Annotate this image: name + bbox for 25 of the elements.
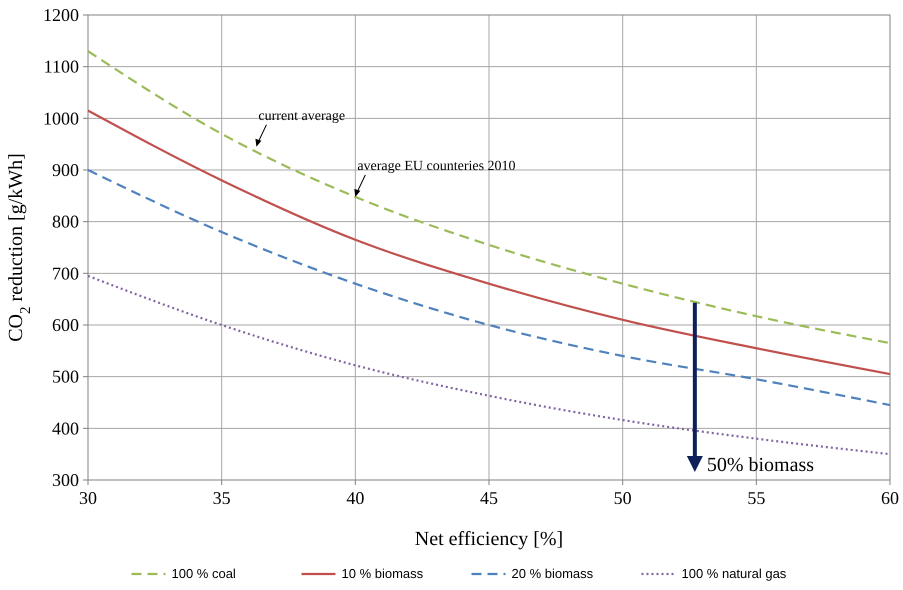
x-axis-title: Net efficiency [%] bbox=[414, 528, 564, 550]
y-tick-label: 400 bbox=[52, 418, 79, 438]
legend-label: 20 % biomass bbox=[512, 566, 594, 581]
annotation: average EU counteries 2010 bbox=[357, 158, 516, 174]
x-tick-label: 30 bbox=[79, 488, 97, 508]
y-tick-label: 700 bbox=[52, 263, 79, 284]
y-tick-label: 1200 bbox=[43, 5, 79, 25]
x-tick-label: 55 bbox=[747, 488, 766, 508]
legend-label: 100 % natural gas bbox=[682, 566, 787, 581]
annotation: current average bbox=[258, 108, 346, 124]
legend-label: 100 % coal bbox=[172, 566, 236, 581]
y-tick-label: 1100 bbox=[44, 56, 79, 77]
x-tick-label: 35 bbox=[212, 488, 231, 508]
x-tick-label: 45 bbox=[480, 488, 498, 508]
x-tick-label: 60 bbox=[881, 488, 899, 508]
x-tick-label: 40 bbox=[346, 488, 364, 508]
legend-label: 10 % biomass bbox=[342, 566, 424, 581]
y-tick-label: 800 bbox=[52, 212, 79, 232]
y-tick-label: 500 bbox=[52, 366, 79, 387]
y-tick-label: 900 bbox=[52, 160, 79, 180]
x-tick-label: 50 bbox=[614, 488, 632, 508]
y-tick-label: 1000 bbox=[43, 108, 79, 128]
annotation: 50% biomass bbox=[706, 454, 814, 476]
y-tick-label: 300 bbox=[52, 470, 79, 490]
y-tick-label: 600 bbox=[52, 315, 79, 335]
